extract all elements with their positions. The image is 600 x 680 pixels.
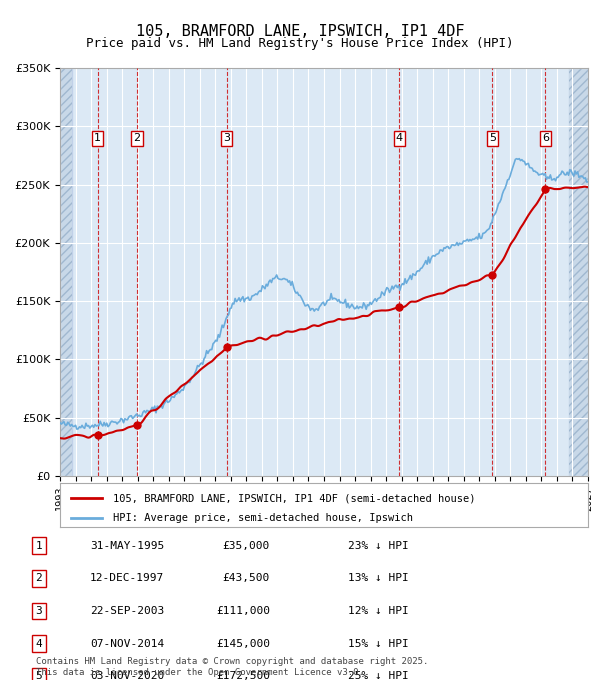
Text: 5: 5 (35, 671, 43, 680)
Bar (60, 56, 73, 476)
Text: £111,000: £111,000 (216, 606, 270, 616)
Text: 15% ↓ HPI: 15% ↓ HPI (348, 639, 409, 649)
Text: HPI: Average price, semi-detached house, Ipswich: HPI: Average price, semi-detached house,… (113, 513, 413, 523)
Text: 22-SEP-2003: 22-SEP-2003 (90, 606, 164, 616)
Text: 4: 4 (35, 639, 43, 649)
Text: 4: 4 (396, 133, 403, 143)
Text: Price paid vs. HM Land Registry's House Price Index (HPI): Price paid vs. HM Land Registry's House … (86, 37, 514, 50)
Text: 5: 5 (489, 133, 496, 143)
Text: £172,500: £172,500 (216, 671, 270, 680)
Text: 13% ↓ HPI: 13% ↓ HPI (348, 573, 409, 583)
Text: 105, BRAMFORD LANE, IPSWICH, IP1 4DF (semi-detached house): 105, BRAMFORD LANE, IPSWICH, IP1 4DF (se… (113, 493, 475, 503)
Text: 31-MAY-1995: 31-MAY-1995 (90, 541, 164, 551)
Bar (60, 68, 73, 476)
Text: 3: 3 (35, 606, 43, 616)
Text: £35,000: £35,000 (223, 541, 270, 551)
Text: £145,000: £145,000 (216, 639, 270, 649)
Text: 07-NOV-2014: 07-NOV-2014 (90, 639, 164, 649)
Text: 1: 1 (35, 541, 43, 551)
Text: 1: 1 (94, 133, 101, 143)
Text: 3: 3 (223, 133, 230, 143)
Text: 12-DEC-1997: 12-DEC-1997 (90, 573, 164, 583)
Text: Contains HM Land Registry data © Crown copyright and database right 2025.
This d: Contains HM Land Registry data © Crown c… (36, 657, 428, 677)
Text: 2: 2 (35, 573, 43, 583)
Bar (569, 56, 588, 476)
Text: £43,500: £43,500 (223, 573, 270, 583)
Text: 25% ↓ HPI: 25% ↓ HPI (348, 671, 409, 680)
Text: 12% ↓ HPI: 12% ↓ HPI (348, 606, 409, 616)
Bar (569, 68, 588, 476)
Text: 6: 6 (542, 133, 549, 143)
Text: 2: 2 (133, 133, 140, 143)
Text: 105, BRAMFORD LANE, IPSWICH, IP1 4DF: 105, BRAMFORD LANE, IPSWICH, IP1 4DF (136, 24, 464, 39)
Text: 23% ↓ HPI: 23% ↓ HPI (348, 541, 409, 551)
Text: 03-NOV-2020: 03-NOV-2020 (90, 671, 164, 680)
